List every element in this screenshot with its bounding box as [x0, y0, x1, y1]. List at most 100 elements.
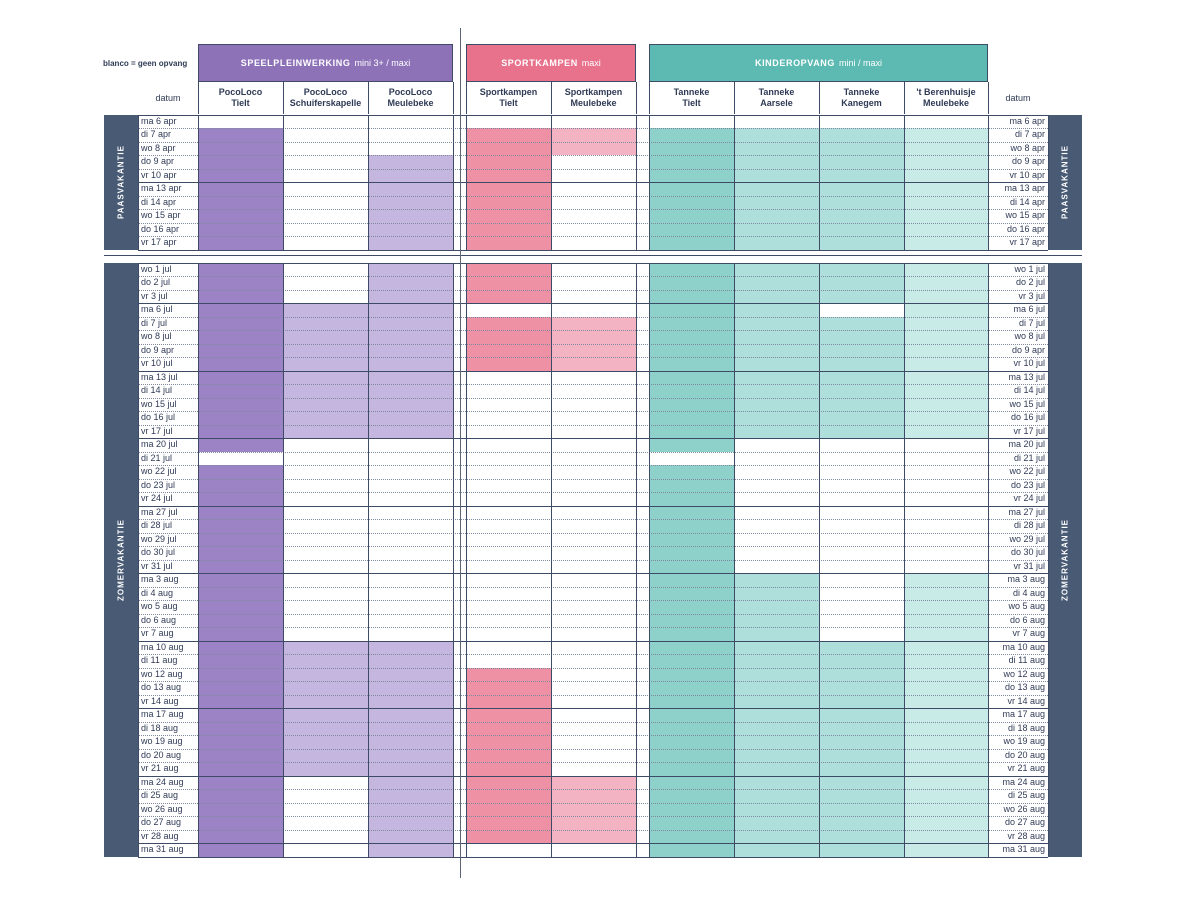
availability-cell — [198, 627, 283, 641]
column-divider — [283, 114, 284, 250]
section-top-border — [138, 262, 1048, 264]
availability-cell — [904, 168, 988, 182]
availability-cell — [904, 802, 988, 816]
availability-cell — [368, 802, 453, 816]
availability-cell — [734, 343, 819, 357]
availability-cell — [198, 586, 283, 600]
availability-cell — [734, 262, 819, 276]
availability-cell — [819, 775, 904, 789]
date-right: di 25 aug — [1007, 790, 1045, 800]
header-divider — [368, 82, 369, 114]
date-left: do 27 aug — [141, 817, 182, 827]
availability-cell — [198, 182, 283, 196]
availability-cell — [198, 397, 283, 411]
availability-cell — [466, 343, 551, 357]
column-place: Kanegem — [841, 98, 882, 108]
availability-cell — [904, 222, 988, 236]
availability-cell — [283, 748, 368, 762]
availability-cell — [819, 236, 904, 250]
availability-cell — [904, 816, 988, 830]
column-divider — [904, 114, 905, 250]
row-divider — [138, 505, 1048, 507]
availability-cell — [649, 155, 734, 169]
date-left: do 6 aug — [141, 614, 177, 625]
availability-cell — [198, 519, 283, 533]
availability-cell — [649, 762, 734, 776]
row-divider — [138, 694, 1048, 696]
date-right: ma 10 aug — [1002, 641, 1045, 652]
availability-cell — [734, 748, 819, 762]
availability-cell — [734, 654, 819, 668]
column-divider — [734, 262, 735, 857]
row-divider — [138, 168, 1048, 170]
date-left: wo 15 apr — [141, 210, 181, 220]
row-divider — [138, 627, 1048, 628]
availability-cell — [198, 303, 283, 317]
section-label: PAASVAKANTIE — [1060, 145, 1070, 219]
availability-cell — [904, 182, 988, 196]
date-left: do 16 apr — [141, 223, 180, 234]
availability-cell — [198, 559, 283, 573]
availability-cell — [368, 397, 453, 411]
group-title: SPORTKAMPEN — [501, 58, 578, 68]
date-left: do 9 apr — [141, 344, 175, 355]
date-left: do 16 jul — [141, 412, 176, 422]
availability-cell — [649, 519, 734, 533]
date-right: vr 14 aug — [1007, 695, 1045, 706]
availability-cell — [649, 492, 734, 506]
availability-cell — [734, 182, 819, 196]
availability-cell — [283, 357, 368, 371]
date-right: di 14 apr — [1009, 196, 1045, 207]
availability-cell — [649, 438, 734, 452]
column-place: Meulebeke — [570, 98, 617, 108]
availability-cell — [368, 816, 453, 830]
availability-cell — [368, 708, 453, 722]
availability-cell — [368, 343, 453, 357]
column-place: Meulebeke — [387, 98, 434, 108]
availability-cell — [283, 762, 368, 776]
column-divider — [734, 114, 735, 250]
availability-cell — [466, 816, 551, 830]
date-left: di 7 apr — [141, 129, 172, 139]
row-divider — [138, 155, 1048, 156]
availability-cell — [198, 316, 283, 330]
availability-cell — [198, 209, 283, 223]
section-label: PAASVAKANTIE — [116, 145, 126, 219]
availability-cell — [734, 289, 819, 303]
column-name: PocoLoco — [388, 87, 433, 97]
date-right: do 30 jul — [1010, 547, 1045, 557]
availability-cell — [198, 762, 283, 776]
row-divider — [138, 613, 1048, 615]
availability-cell — [466, 330, 551, 344]
availability-cell — [649, 694, 734, 708]
section-label: ZOMERVAKANTIE — [1060, 518, 1070, 601]
availability-cell — [649, 316, 734, 330]
column-divider — [283, 262, 284, 857]
availability-cell — [466, 762, 551, 776]
date-right: vr 31 jul — [1013, 560, 1045, 571]
date-left: ma 10 aug — [141, 641, 184, 652]
column-place: Meulebeke — [922, 98, 970, 108]
date-left: do 20 aug — [141, 749, 182, 760]
availability-cell — [819, 411, 904, 425]
row-divider — [138, 600, 1048, 601]
availability-cell — [368, 276, 453, 290]
column-header: Sportkampen Tielt — [466, 84, 551, 112]
date-right: do 23 jul — [1010, 479, 1045, 490]
section-sidebar-left: PAASVAKANTIE — [104, 114, 138, 250]
availability-cell — [734, 681, 819, 695]
availability-cell — [198, 370, 283, 384]
availability-cell — [198, 262, 283, 276]
column-divider — [453, 114, 454, 250]
row-divider — [138, 303, 1048, 304]
availability-cell — [198, 222, 283, 236]
availability-cell — [198, 843, 283, 857]
column-divider — [904, 262, 905, 857]
availability-cell — [649, 681, 734, 695]
availability-cell — [734, 829, 819, 843]
date-right: wo 12 aug — [1003, 668, 1045, 679]
column-divider — [138, 262, 139, 857]
availability-cell — [551, 816, 636, 830]
availability-cell — [649, 478, 734, 492]
